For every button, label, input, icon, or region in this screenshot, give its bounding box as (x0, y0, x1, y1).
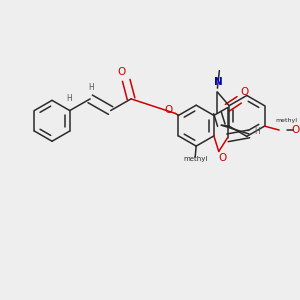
Text: O: O (292, 125, 300, 135)
Text: O: O (117, 67, 125, 76)
Text: N: N (214, 77, 223, 87)
Text: methyl: methyl (183, 156, 207, 162)
Text: O: O (218, 153, 227, 163)
Text: methyl: methyl (275, 118, 297, 123)
Text: H: H (254, 128, 260, 136)
Text: O: O (240, 87, 248, 97)
Text: H: H (66, 94, 72, 103)
Text: O: O (165, 105, 173, 115)
Text: H: H (88, 83, 94, 92)
